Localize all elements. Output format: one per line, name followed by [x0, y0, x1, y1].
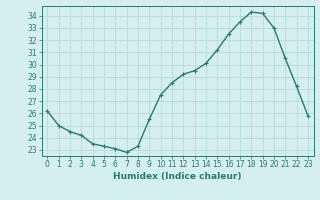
X-axis label: Humidex (Indice chaleur): Humidex (Indice chaleur) — [113, 172, 242, 181]
